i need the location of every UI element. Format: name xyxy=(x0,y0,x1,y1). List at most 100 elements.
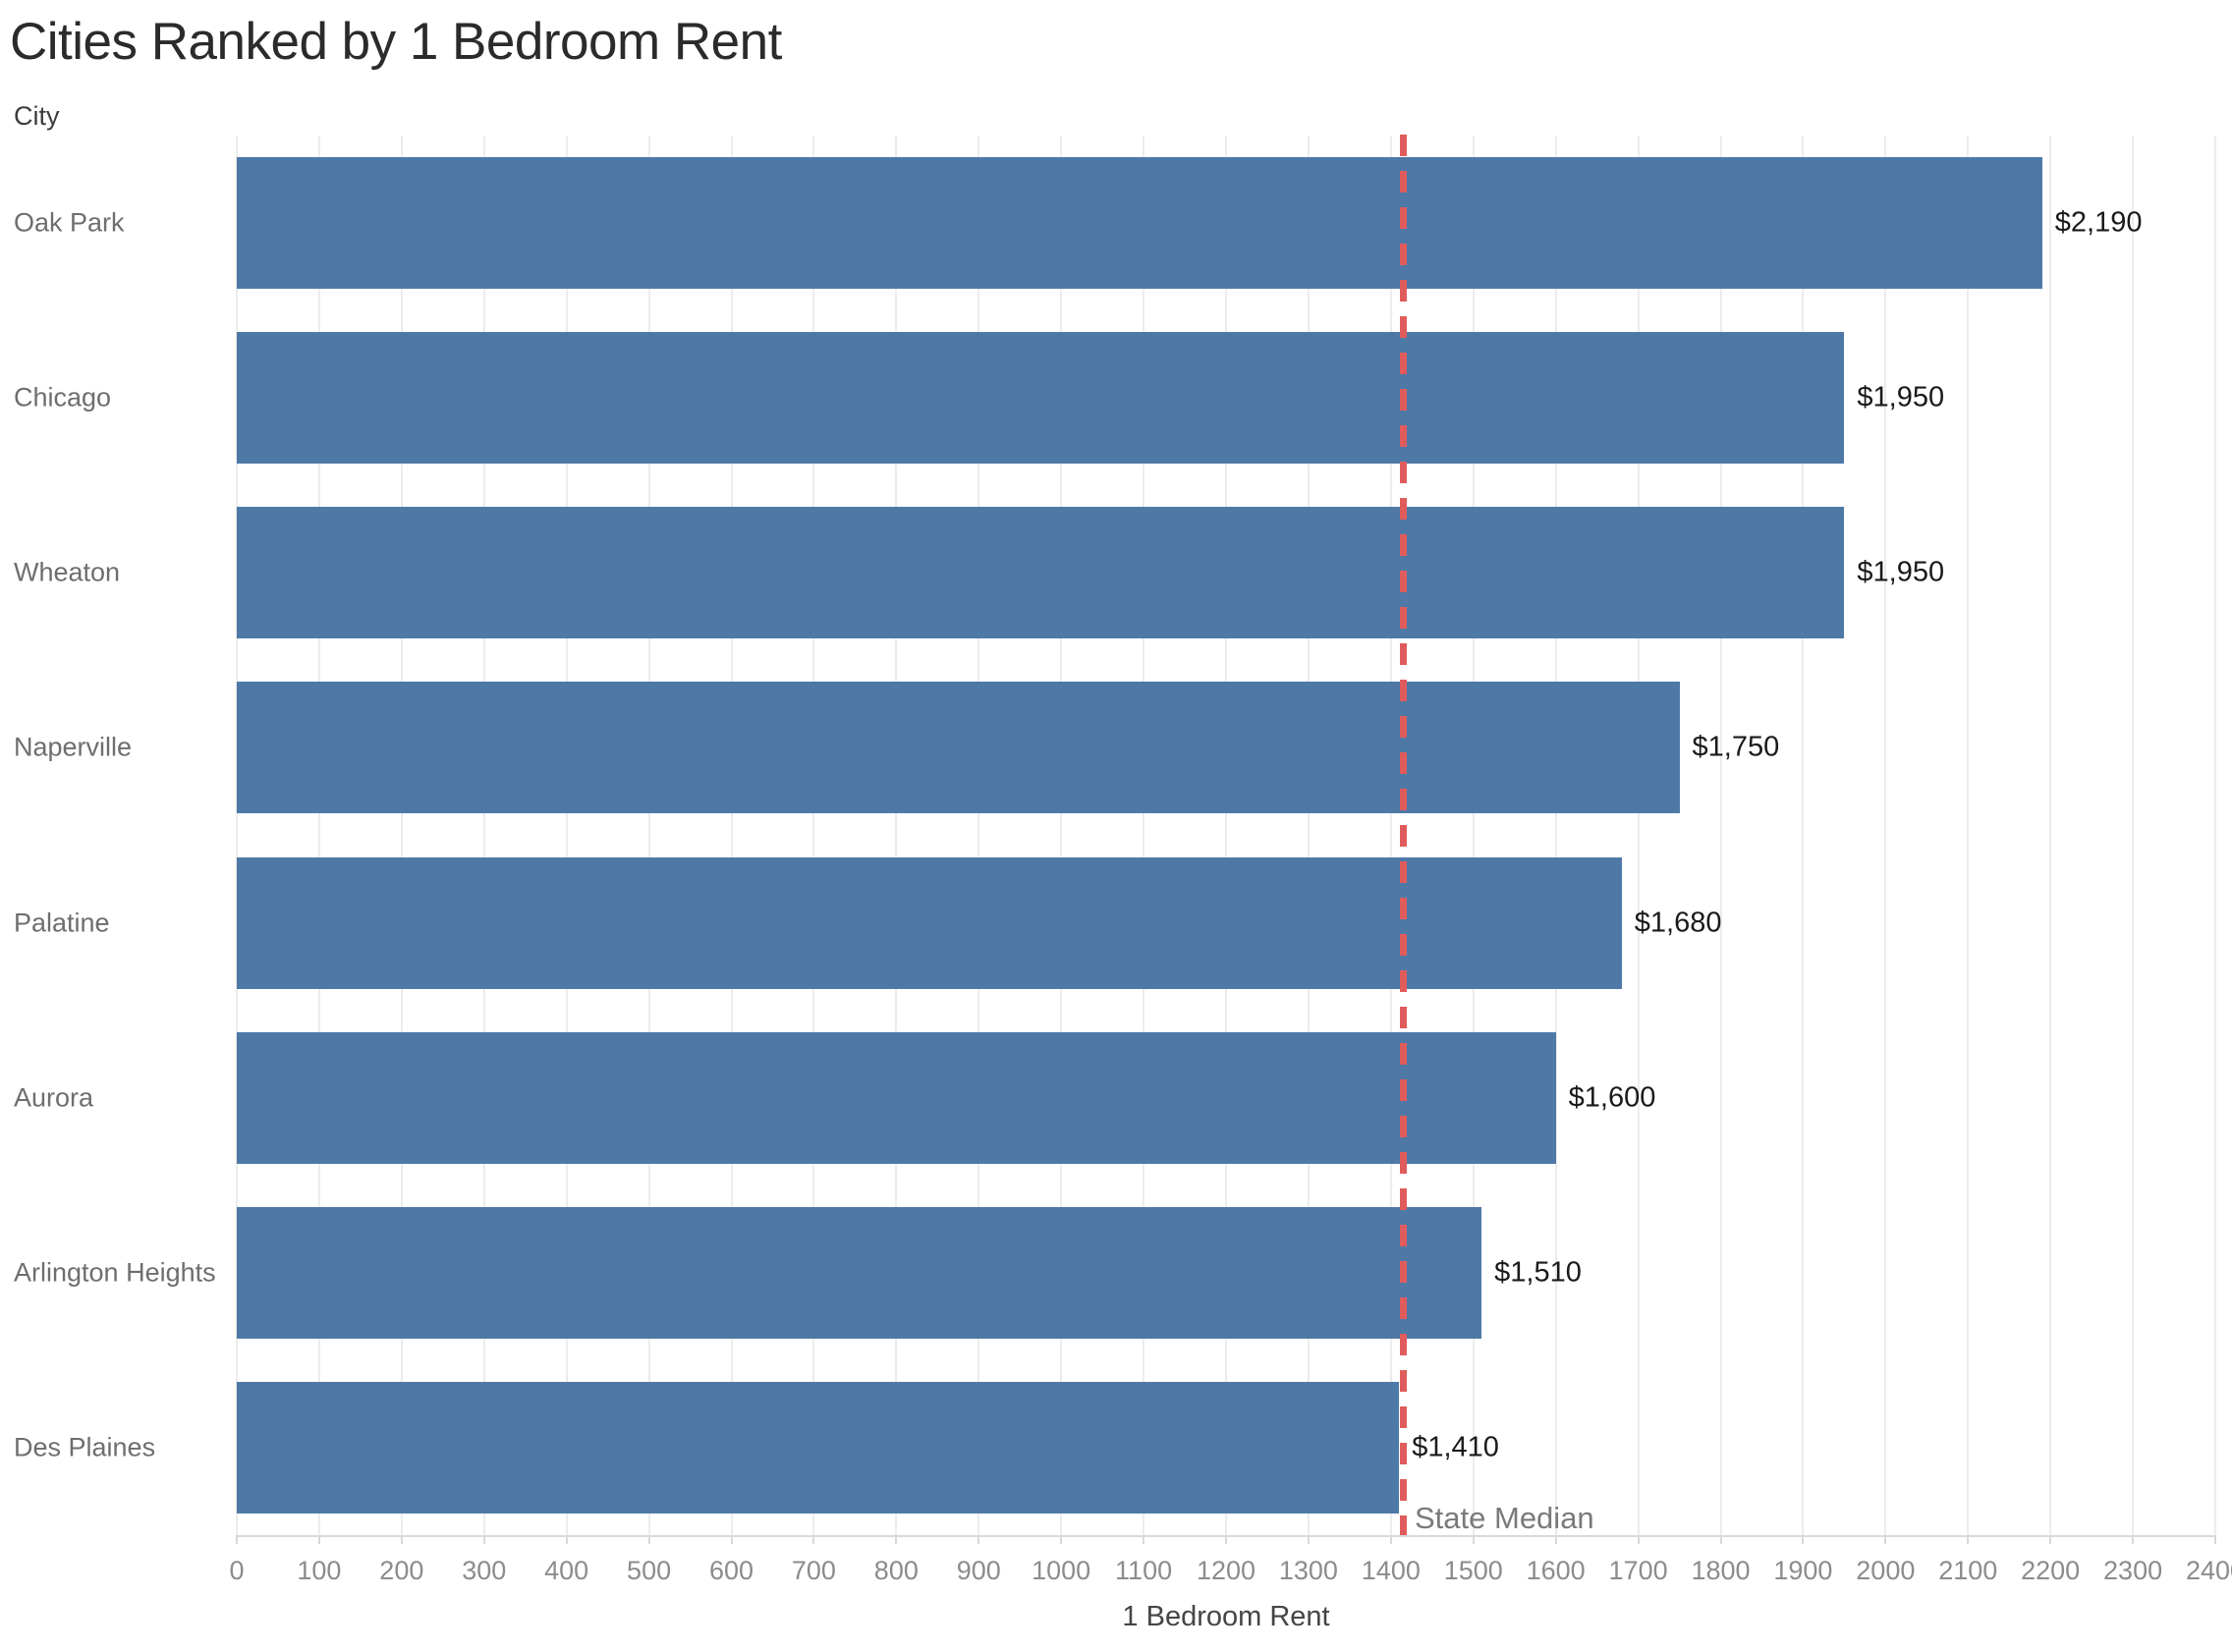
gridline xyxy=(812,136,815,1535)
gridline xyxy=(1967,136,1970,1535)
axis-tick-label: 700 xyxy=(791,1556,836,1585)
axis-tick xyxy=(1884,1535,1887,1544)
gridline xyxy=(317,136,320,1535)
bar[interactable] xyxy=(237,1031,1556,1164)
axis-tick-label: 1200 xyxy=(1196,1556,1256,1585)
axis-tick-label: 2200 xyxy=(2021,1556,2081,1585)
bar[interactable] xyxy=(237,1206,1482,1339)
axis-tick-label: 1400 xyxy=(1361,1556,1421,1585)
bar[interactable] xyxy=(237,1381,1400,1514)
reference-line-label: State Median xyxy=(1415,1501,1594,1535)
bar-value-label: $1,750 xyxy=(1692,731,1780,763)
category-label: Naperville xyxy=(14,732,133,762)
axis-tick xyxy=(1637,1535,1640,1544)
axis-tick-label: 1300 xyxy=(1278,1556,1338,1585)
gridline xyxy=(1554,136,1557,1535)
axis-tick xyxy=(2049,1535,2052,1544)
category-label: Arlington Heights xyxy=(14,1257,216,1288)
gridline xyxy=(2049,136,2052,1535)
axis-tick xyxy=(2132,1535,2135,1544)
axis-tick xyxy=(1967,1535,1970,1544)
axis-tick-label: 1000 xyxy=(1032,1556,1091,1585)
axis-tick-label: 1700 xyxy=(1608,1556,1668,1585)
gridline xyxy=(482,136,485,1535)
bar-value-label: $1,680 xyxy=(1634,907,1722,939)
gridline xyxy=(236,136,238,1535)
axis-tick-label: 100 xyxy=(297,1556,342,1585)
gridline xyxy=(2214,136,2216,1535)
axis-tick xyxy=(1225,1535,1227,1544)
bar[interactable] xyxy=(237,507,1845,639)
gridline xyxy=(565,136,568,1535)
gridline xyxy=(977,136,980,1535)
category-label: Des Plaines xyxy=(14,1432,156,1462)
gridline xyxy=(2132,136,2135,1535)
axis-tick xyxy=(236,1535,238,1544)
axis-tick xyxy=(400,1535,403,1544)
axis-tick-label: 1600 xyxy=(1526,1556,1586,1585)
gridline xyxy=(1389,136,1392,1535)
gridline xyxy=(1884,136,1887,1535)
axis-tick xyxy=(1554,1535,1557,1544)
gridline xyxy=(1472,136,1475,1535)
axis-tick-label: 600 xyxy=(708,1556,754,1585)
gridline xyxy=(1225,136,1227,1535)
bar-value-label: $1,950 xyxy=(1857,556,1945,588)
category-label: Wheaton xyxy=(14,557,121,587)
bar-value-label: $1,510 xyxy=(1494,1256,1582,1289)
category-label: Palatine xyxy=(14,908,110,938)
bar[interactable] xyxy=(237,856,1622,989)
axis-tick xyxy=(1802,1535,1805,1544)
category-label: Aurora xyxy=(14,1082,94,1113)
axis-tick xyxy=(1389,1535,1392,1544)
axis-tick xyxy=(895,1535,898,1544)
axis-tick xyxy=(812,1535,815,1544)
axis-tick-label: 2400 xyxy=(2185,1556,2232,1585)
axis-tick xyxy=(1719,1535,1722,1544)
row-axis-header: City xyxy=(14,101,60,131)
bar[interactable] xyxy=(237,682,1680,814)
axis-tick xyxy=(730,1535,733,1544)
gridline xyxy=(1307,136,1310,1535)
axis-tick-label: 2100 xyxy=(1938,1556,1998,1585)
gridline xyxy=(1719,136,1722,1535)
axis-tick-label: 1900 xyxy=(1773,1556,1833,1585)
axis-tick-label: 400 xyxy=(544,1556,589,1585)
gridline xyxy=(1802,136,1805,1535)
gridline xyxy=(895,136,898,1535)
gridline xyxy=(1060,136,1063,1535)
axis-tick xyxy=(1060,1535,1063,1544)
bar-value-label: $1,950 xyxy=(1857,381,1945,413)
axis-tick-label: 1800 xyxy=(1691,1556,1751,1585)
bar-value-label: $1,600 xyxy=(1568,1081,1656,1114)
gridline xyxy=(400,136,403,1535)
x-axis-line xyxy=(237,1535,2215,1537)
axis-tick xyxy=(1143,1535,1145,1544)
bar-value-label: $2,190 xyxy=(2054,206,2143,239)
axis-tick xyxy=(482,1535,485,1544)
axis-tick-label: 2000 xyxy=(1856,1556,1916,1585)
axis-tick-label: 300 xyxy=(462,1556,507,1585)
axis-tick-label: 500 xyxy=(627,1556,672,1585)
axis-tick-label: 2300 xyxy=(2103,1556,2163,1585)
gridline xyxy=(730,136,733,1535)
axis-tick xyxy=(2214,1535,2216,1544)
axis-tick xyxy=(565,1535,568,1544)
axis-tick xyxy=(1307,1535,1310,1544)
reference-line xyxy=(1399,135,1407,1535)
bar[interactable] xyxy=(237,157,2042,290)
axis-tick-label: 800 xyxy=(873,1556,919,1585)
axis-tick-label: 1100 xyxy=(1115,1556,1173,1585)
axis-tick-label: 0 xyxy=(229,1556,245,1585)
axis-tick xyxy=(1472,1535,1475,1544)
category-label: Oak Park xyxy=(14,207,125,238)
bar-value-label: $1,410 xyxy=(1412,1431,1499,1463)
axis-tick xyxy=(977,1535,980,1544)
axis-tick-label: 200 xyxy=(379,1556,424,1585)
gridline xyxy=(647,136,650,1535)
chart-title: Cities Ranked by 1 Bedroom Rent xyxy=(10,13,782,71)
bar[interactable] xyxy=(237,332,1845,465)
x-axis-title: 1 Bedroom Rent xyxy=(1122,1601,1330,1632)
